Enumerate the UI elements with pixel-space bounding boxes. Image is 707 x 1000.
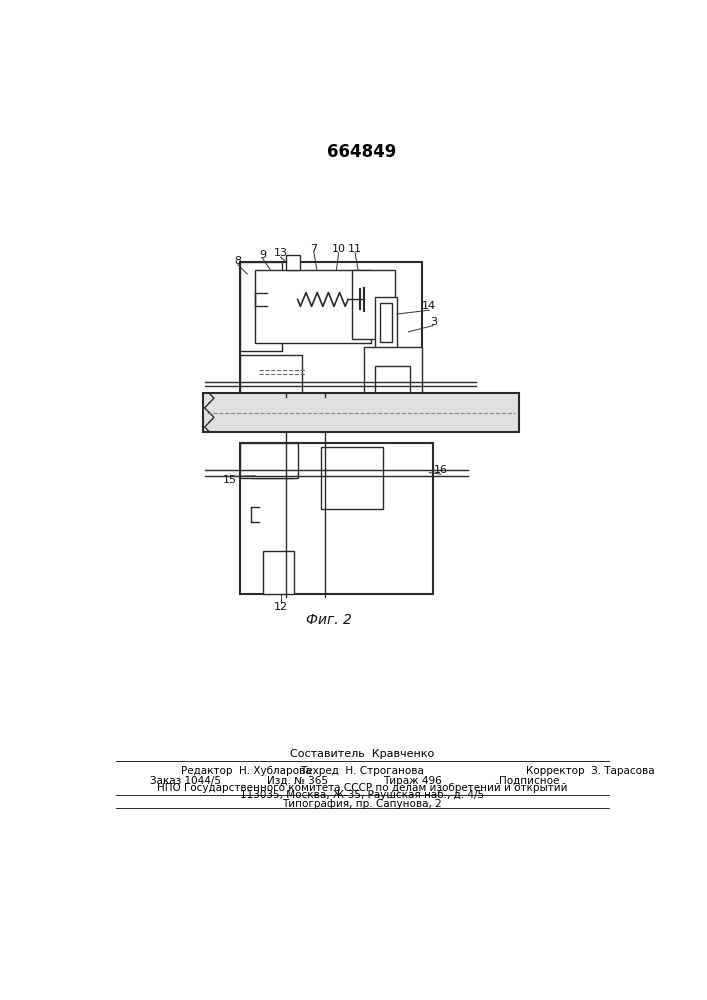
Bar <box>240 443 433 594</box>
Text: 16: 16 <box>434 465 448 475</box>
Text: Фиг. 2: Фиг. 2 <box>305 613 351 628</box>
Bar <box>321 447 383 509</box>
Text: Заказ 1044/5: Заказ 1044/5 <box>151 776 221 786</box>
Bar <box>352 270 395 339</box>
Text: Корректор  З. Тарасова: Корректор З. Тарасова <box>526 766 655 776</box>
Bar <box>363 347 421 397</box>
Bar <box>375 366 410 397</box>
Bar <box>255 270 371 343</box>
Text: Составитель  Кравченко: Составитель Кравченко <box>290 749 434 759</box>
Text: 11: 11 <box>348 244 362 254</box>
Text: Подписное: Подписное <box>499 776 559 786</box>
Bar <box>240 262 282 351</box>
Bar <box>251 447 293 478</box>
Text: 7: 7 <box>310 244 317 254</box>
Text: 14: 14 <box>422 301 436 311</box>
Bar <box>240 262 421 397</box>
Text: Редактор  Н. Хубларова: Редактор Н. Хубларова <box>182 766 312 776</box>
Text: 10: 10 <box>332 244 346 254</box>
Text: 664849: 664849 <box>327 143 397 161</box>
Bar <box>240 443 298 478</box>
Bar <box>240 355 301 397</box>
Bar <box>203 393 518 432</box>
Text: 12: 12 <box>274 602 288 612</box>
Text: 13: 13 <box>274 248 288 258</box>
Text: 9: 9 <box>259 250 267 260</box>
Text: НПО Государственного комитета СССР по делам изобретений и открытий: НПО Государственного комитета СССР по де… <box>157 783 567 793</box>
Text: 3: 3 <box>430 317 437 327</box>
Text: Изд. № 365: Изд. № 365 <box>267 776 327 786</box>
Bar <box>375 297 397 397</box>
Text: Тираж 496: Тираж 496 <box>383 776 442 786</box>
Bar <box>259 460 274 468</box>
Text: Техред  Н. Строганова: Техред Н. Строганова <box>300 766 424 776</box>
Bar <box>380 303 392 342</box>
Text: Типография, пр. Сапунова, 2: Типография, пр. Сапунова, 2 <box>282 799 442 809</box>
Bar <box>257 451 276 460</box>
Text: 113035, Москва, Ж-35, Раушская наб., д. 4/5: 113035, Москва, Ж-35, Раушская наб., д. … <box>240 790 484 800</box>
Bar <box>286 255 300 270</box>
Text: 8: 8 <box>235 256 242 266</box>
Text: 15: 15 <box>223 475 238 485</box>
Bar <box>263 551 293 594</box>
